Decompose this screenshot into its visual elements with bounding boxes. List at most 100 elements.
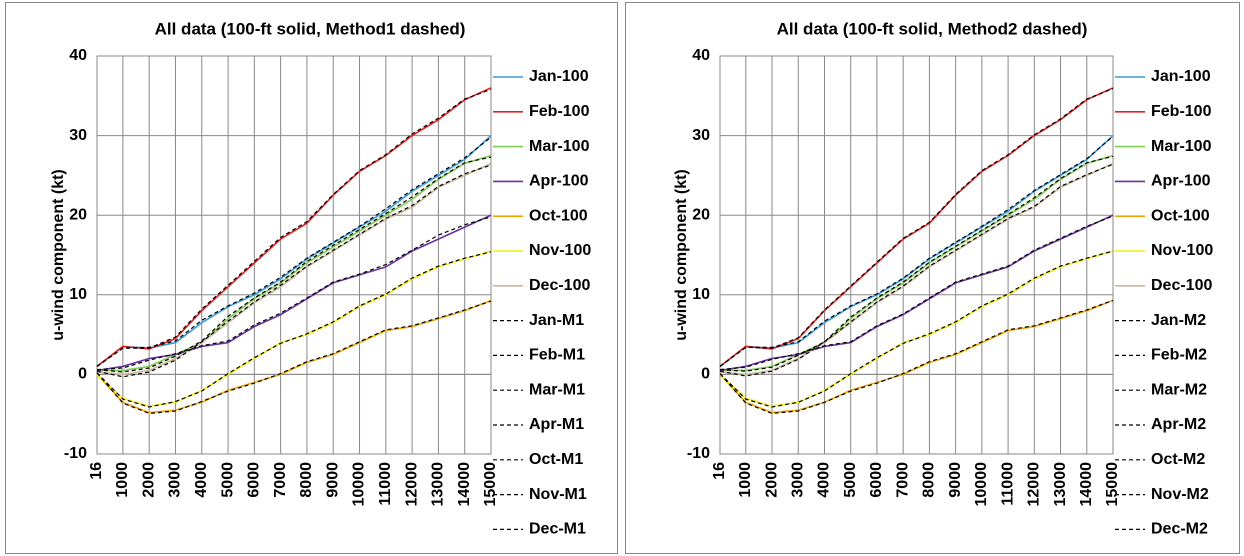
x-tick-label: 9000 [324, 462, 341, 498]
legend-label: Dec-M1 [529, 521, 586, 538]
series-line [96, 156, 492, 373]
series-line [719, 299, 1114, 414]
series-line [96, 299, 492, 414]
legend-label: Jan-100 [1151, 68, 1211, 85]
x-tick-label: 7000 [894, 462, 911, 498]
legend-label: Dec-M2 [1151, 521, 1208, 538]
x-tick-label: 3000 [167, 462, 184, 498]
x-tick-label: 12000 [1026, 462, 1043, 507]
x-tick-label: 11000 [999, 462, 1016, 506]
x-tick-label: 12000 [403, 462, 420, 507]
legend-label: Oct-M2 [1151, 451, 1205, 468]
series-line [719, 162, 1114, 376]
x-tick-label: 10000 [973, 462, 990, 507]
x-tick-label: 4000 [816, 462, 833, 498]
legend-label: Mar-100 [529, 138, 590, 155]
series-line [96, 300, 492, 415]
series-line [96, 136, 492, 367]
legend-label: Mar-100 [1151, 138, 1212, 155]
plot-border [96, 55, 492, 455]
series-line [96, 164, 492, 378]
x-tick-label: 1000 [114, 462, 131, 498]
series-line [719, 135, 1114, 368]
legend-label: Feb-100 [1151, 103, 1212, 120]
series-line [719, 88, 1114, 367]
y-tick-label: 30 [692, 127, 710, 144]
x-tick-label: 6000 [868, 462, 885, 498]
x-tick-label: 10000 [351, 462, 368, 507]
x-tick-label: 2000 [763, 462, 780, 498]
x-tick-label: 6000 [246, 462, 263, 498]
x-tick-label: 14000 [1078, 462, 1095, 507]
series-line [96, 88, 492, 367]
series-line [719, 155, 1114, 372]
y-tick-label: 10 [69, 286, 87, 303]
x-tick-label: 5000 [219, 462, 236, 498]
legend-label: Apr-100 [529, 173, 589, 190]
x-tick-label: 9000 [947, 462, 964, 498]
y-tick-label: -10 [64, 445, 87, 462]
legend-label: Oct-100 [1151, 207, 1210, 224]
legend-label: Nov-M1 [529, 486, 587, 503]
legend-label: Jan-100 [529, 68, 589, 85]
x-tick-label: 15000 [482, 462, 499, 507]
x-tick-label: 1000 [737, 462, 754, 498]
legend-label: Mar-M2 [1151, 381, 1207, 398]
legend-label: Feb-M2 [1151, 347, 1207, 364]
legend-label: Dec-100 [529, 277, 590, 294]
x-tick-label: 8000 [298, 462, 315, 498]
plot-border [719, 55, 1114, 455]
x-tick-label: 16 [88, 462, 105, 480]
x-tick-label: 4000 [193, 462, 210, 498]
series-line [719, 299, 1114, 415]
series-line [719, 87, 1114, 368]
legend-label: Nov-100 [529, 242, 591, 259]
chart-title: All data (100-ft solid, Method1 dashed) [155, 19, 466, 38]
x-tick-label: 15000 [1104, 462, 1121, 507]
series-line [719, 135, 1114, 367]
x-tick-label: 11000 [377, 462, 394, 506]
y-tick-label: 10 [692, 286, 710, 303]
legend-label: Feb-100 [529, 103, 590, 120]
y-tick-label: 40 [692, 47, 710, 64]
y-tick-label: 40 [69, 47, 87, 64]
legend-label: Feb-M1 [529, 347, 585, 364]
x-tick-label: 13000 [430, 462, 447, 507]
series-line [97, 154, 492, 372]
y-axis-label: u-wind component (kt) [673, 169, 690, 341]
legend-label: Jan-M1 [529, 312, 584, 329]
y-tick-label: 0 [78, 366, 87, 383]
series-line [96, 162, 492, 376]
x-tick-label: 2000 [140, 462, 157, 498]
x-tick-label: 16 [711, 462, 728, 480]
panel-border [625, 2, 1240, 554]
panel-border [5, 2, 618, 554]
y-tick-label: -10 [687, 445, 710, 462]
y-axis-label: u-wind component (kt) [50, 169, 67, 341]
y-tick-label: 0 [701, 366, 710, 383]
legend-label: Apr-M2 [1151, 416, 1206, 433]
series-line [96, 214, 492, 372]
y-tick-label: 20 [692, 206, 710, 223]
legend-label: Oct-M1 [529, 451, 583, 468]
legend-label: Dec-100 [1151, 277, 1212, 294]
legend-label: Mar-M1 [529, 381, 585, 398]
legend-label: Apr-M1 [529, 416, 584, 433]
series-line [719, 250, 1114, 408]
x-tick-label: 14000 [456, 462, 473, 507]
legend-label: Nov-M2 [1151, 486, 1209, 503]
x-tick-label: 5000 [842, 462, 859, 498]
legend-label: Jan-M2 [1151, 312, 1206, 329]
x-tick-label: 7000 [272, 462, 289, 498]
legend-label: Nov-100 [1151, 242, 1213, 259]
legend-label: Oct-100 [529, 207, 588, 224]
x-tick-label: 3000 [789, 462, 806, 498]
y-tick-label: 30 [69, 127, 87, 144]
series-line [720, 154, 1114, 372]
series-line [96, 135, 492, 368]
chart-title: All data (100-ft solid, Method2 dashed) [777, 19, 1088, 38]
x-tick-label: 8000 [921, 462, 938, 498]
y-tick-label: 20 [69, 206, 87, 223]
series-line [96, 251, 492, 408]
